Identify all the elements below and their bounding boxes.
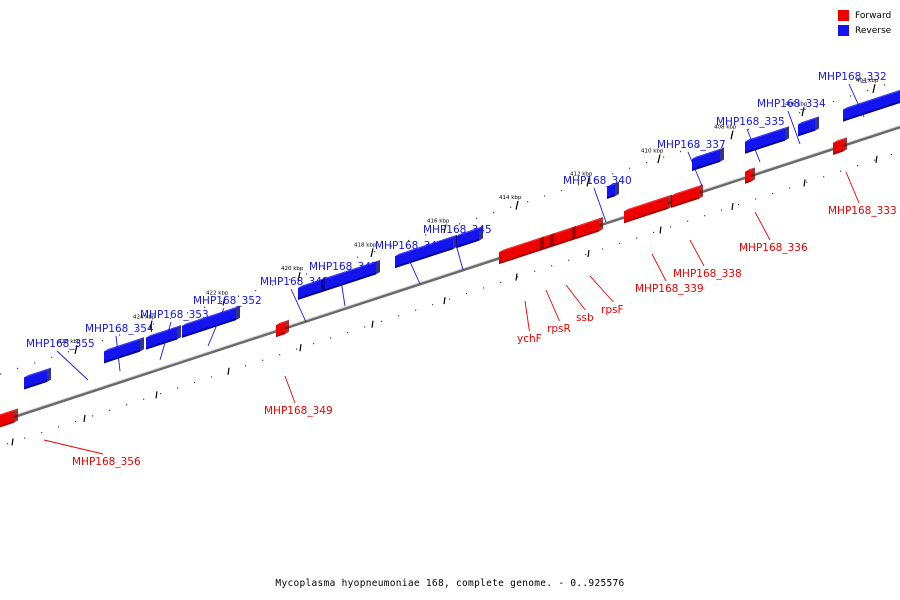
- gene-label[interactable]: ssb: [576, 312, 594, 324]
- gene-label[interactable]: MHP168_345: [423, 224, 492, 236]
- gene-label[interactable]: MHP168_336: [739, 242, 808, 254]
- tick-marks: 404 kbp 406 kbp 408 kbp 410 kbp 412 kbp 414 k…: [0, 78, 893, 446]
- gene-label[interactable]: MHP168_346: [375, 240, 444, 252]
- legend-forward-label: Forward: [855, 10, 892, 21]
- kbp-tick-label: 410 kbp: [641, 148, 664, 154]
- gene-MHP168_349[interactable]: [276, 319, 289, 338]
- gene-MHP168_339[interactable]: [624, 194, 672, 224]
- gene-MHP168_353[interactable]: [146, 325, 181, 350]
- gene-label[interactable]: MHP168_340: [563, 175, 632, 187]
- kbp-tick-label: 426 kbp: [58, 339, 81, 345]
- gene-label[interactable]: MHP168_353: [140, 309, 209, 321]
- forward-swatch: [838, 10, 849, 21]
- gene-label[interactable]: MHP168_339: [635, 283, 704, 295]
- gene-MHP168_336[interactable]: [745, 167, 755, 184]
- kbp-tick-label: 412 kbp: [570, 172, 593, 178]
- gene-label[interactable]: rpsR: [547, 323, 571, 335]
- gene-MHP168_345[interactable]: [456, 226, 483, 249]
- kbp-tick-label: 422 kbp: [206, 291, 229, 297]
- kbp-tick-label: 416 kbp: [427, 218, 450, 224]
- gene-label[interactable]: ychF: [517, 333, 542, 345]
- legend: Forward Reverse: [838, 8, 891, 38]
- gene-label[interactable]: MHP168_335: [716, 116, 785, 128]
- kbp-tick-label: 414 kbp: [499, 195, 522, 201]
- gene-MHP168_348[interactable]: [298, 277, 325, 300]
- gene-MHP168_355[interactable]: [24, 367, 51, 390]
- gene-MHP168_334[interactable]: [798, 116, 819, 137]
- gene-ychF[interactable]: [499, 236, 544, 265]
- gene-label[interactable]: MHP168_348: [260, 276, 329, 288]
- gene-label[interactable]: MHP168_337: [657, 139, 726, 151]
- gene-label[interactable]: MHP168_355: [26, 338, 95, 350]
- kbp-tick-label: 418 kbp: [354, 242, 377, 248]
- kbp-tick-label: 408 kbp: [714, 125, 737, 131]
- kbp-tick-label: 404 kbp: [856, 78, 879, 84]
- gene-label[interactable]: rpsF: [601, 304, 624, 316]
- gene-labels: MHP168_332 MHP168_333 MHP168_334 MHP168_335…: [26, 71, 897, 468]
- gene-label[interactable]: MHP168_349: [264, 405, 333, 417]
- map-caption: Mycoplasma hyopneumoniae 168, complete g…: [275, 578, 625, 589]
- gene-MHP168_354[interactable]: [104, 337, 144, 364]
- legend-reverse: Reverse: [838, 23, 891, 38]
- legend-forward: Forward: [838, 8, 891, 23]
- gene-MHP168_332[interactable]: [843, 89, 900, 122]
- gene-label[interactable]: MHP168_332: [818, 71, 887, 83]
- gene-MHP168_338[interactable]: [671, 184, 703, 208]
- gene-MHP168_352[interactable]: [182, 305, 240, 338]
- gene-label[interactable]: MHP168_338: [673, 268, 742, 280]
- gene-label[interactable]: MHP168_352: [193, 295, 262, 307]
- kbp-tick-label: 420 kbp: [281, 266, 304, 272]
- gene-MHP168_340[interactable]: [607, 181, 619, 199]
- gene-label[interactable]: MHP168_356: [72, 456, 141, 468]
- gene-label[interactable]: MHP168_334: [757, 98, 826, 110]
- kbp-tick-label: 406 kbp: [785, 101, 808, 107]
- gene-label[interactable]: MHP168_333: [828, 205, 897, 217]
- gene-MHP168_337[interactable]: [692, 147, 724, 172]
- gene-MHP168_333[interactable]: [833, 137, 847, 155]
- gene-MHP168_347[interactable]: [320, 259, 380, 293]
- gene-features: [0, 89, 900, 429]
- gene-label[interactable]: MHP168_347: [309, 261, 378, 273]
- gene-ssb[interactable]: [550, 225, 576, 248]
- legend-reverse-label: Reverse: [855, 25, 892, 36]
- gene-rpsF[interactable]: [571, 217, 603, 241]
- gene-label[interactable]: MHP168_354: [85, 323, 154, 335]
- reverse-swatch: [838, 25, 849, 36]
- genome-backbone: [0, 125, 900, 423]
- gene-MHP168_356[interactable]: [0, 408, 18, 429]
- kbp-tick-label: 424 kbp: [133, 315, 156, 321]
